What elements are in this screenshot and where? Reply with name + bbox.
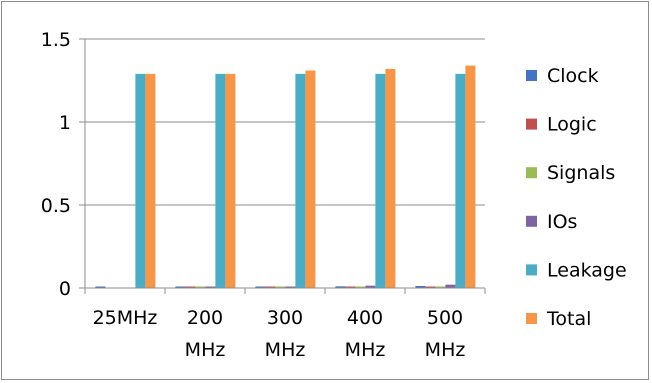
bar-total-4 <box>465 65 476 288</box>
legend-swatch-logic <box>526 118 537 130</box>
bar-clock-3 <box>335 286 346 288</box>
x-tick-label-line: MHz <box>425 339 466 361</box>
bar-leakage-4 <box>455 73 466 288</box>
bar-clock-0 <box>95 286 106 288</box>
x-axis-tick-labels: 25MHz 200 MHz 300 MHz 400 MHz 500 MHz <box>93 307 466 361</box>
y-tick-label: 1.5 <box>41 29 71 51</box>
bar-clock-2 <box>255 286 266 288</box>
x-tick-label: 400 MHz <box>345 307 386 361</box>
bar-total-2 <box>305 70 316 288</box>
bar-logic-2 <box>265 286 276 288</box>
x-tick-label-line: MHz <box>345 339 386 361</box>
legend-label-leakage: Leakage <box>547 259 627 281</box>
legend-label-total: Total <box>546 308 591 330</box>
bar-ios-3 <box>365 285 376 288</box>
legend-swatch-clock <box>526 70 537 81</box>
legend-swatch-total <box>526 313 537 324</box>
bar-leakage-0 <box>135 73 146 288</box>
legend-swatch-signals <box>526 167 537 179</box>
bar-total-1 <box>225 73 236 288</box>
bar-signals-1 <box>195 286 206 288</box>
x-tick-label-line: 400 <box>347 307 383 329</box>
x-tick-label: 200 MHz <box>185 307 226 361</box>
x-tick-label-line: MHz <box>185 339 226 361</box>
legend-label-ios: IOs <box>547 211 577 233</box>
x-tick-label-line: 200 <box>187 307 223 329</box>
bar-ios-1 <box>205 286 216 288</box>
y-axis-tick-labels: 0 0.5 1 1.5 <box>41 29 71 300</box>
bar-ios-4 <box>445 284 456 288</box>
bar-clock-1 <box>175 286 186 288</box>
bar-leakage-3 <box>375 73 386 288</box>
bar-leakage-2 <box>295 73 306 288</box>
legend-label-logic: Logic <box>547 114 597 136</box>
bar-leakage-1 <box>215 73 226 288</box>
bar-total-0 <box>145 73 156 288</box>
bar-logic-1 <box>185 286 196 288</box>
legend-swatch-ios <box>526 215 537 227</box>
x-tick-label-line: 500 <box>427 307 463 329</box>
x-axis <box>84 287 486 294</box>
x-tick-label-line: MHz <box>265 339 306 361</box>
x-tick-label: 25MHz <box>93 307 158 329</box>
bar-signals-3 <box>355 286 366 288</box>
bar-logic-3 <box>345 286 356 288</box>
legend-label-clock: Clock <box>547 65 599 87</box>
bars <box>95 65 476 288</box>
bar-signals-2 <box>275 286 286 288</box>
y-tick-label: 0 <box>59 278 71 300</box>
legend: Clock Logic Signals IOs Leakage Total <box>526 65 627 330</box>
bar-signals-4 <box>435 286 446 288</box>
legend-swatch-leakage <box>526 264 537 276</box>
y-tick-label: 1 <box>59 112 71 134</box>
bar-ios-2 <box>285 286 296 288</box>
legend-label-signals: Signals <box>547 162 615 184</box>
x-tick-label: 300 MHz <box>265 307 306 361</box>
bar-total-3 <box>385 68 396 288</box>
bar-logic-4 <box>425 286 436 288</box>
y-tick-label: 0.5 <box>41 195 71 217</box>
x-tick-label-line: 25MHz <box>93 307 158 329</box>
x-tick-label: 500 MHz <box>425 307 466 361</box>
x-tick-label-line: 300 <box>267 307 303 329</box>
bar-clock-4 <box>415 286 426 288</box>
